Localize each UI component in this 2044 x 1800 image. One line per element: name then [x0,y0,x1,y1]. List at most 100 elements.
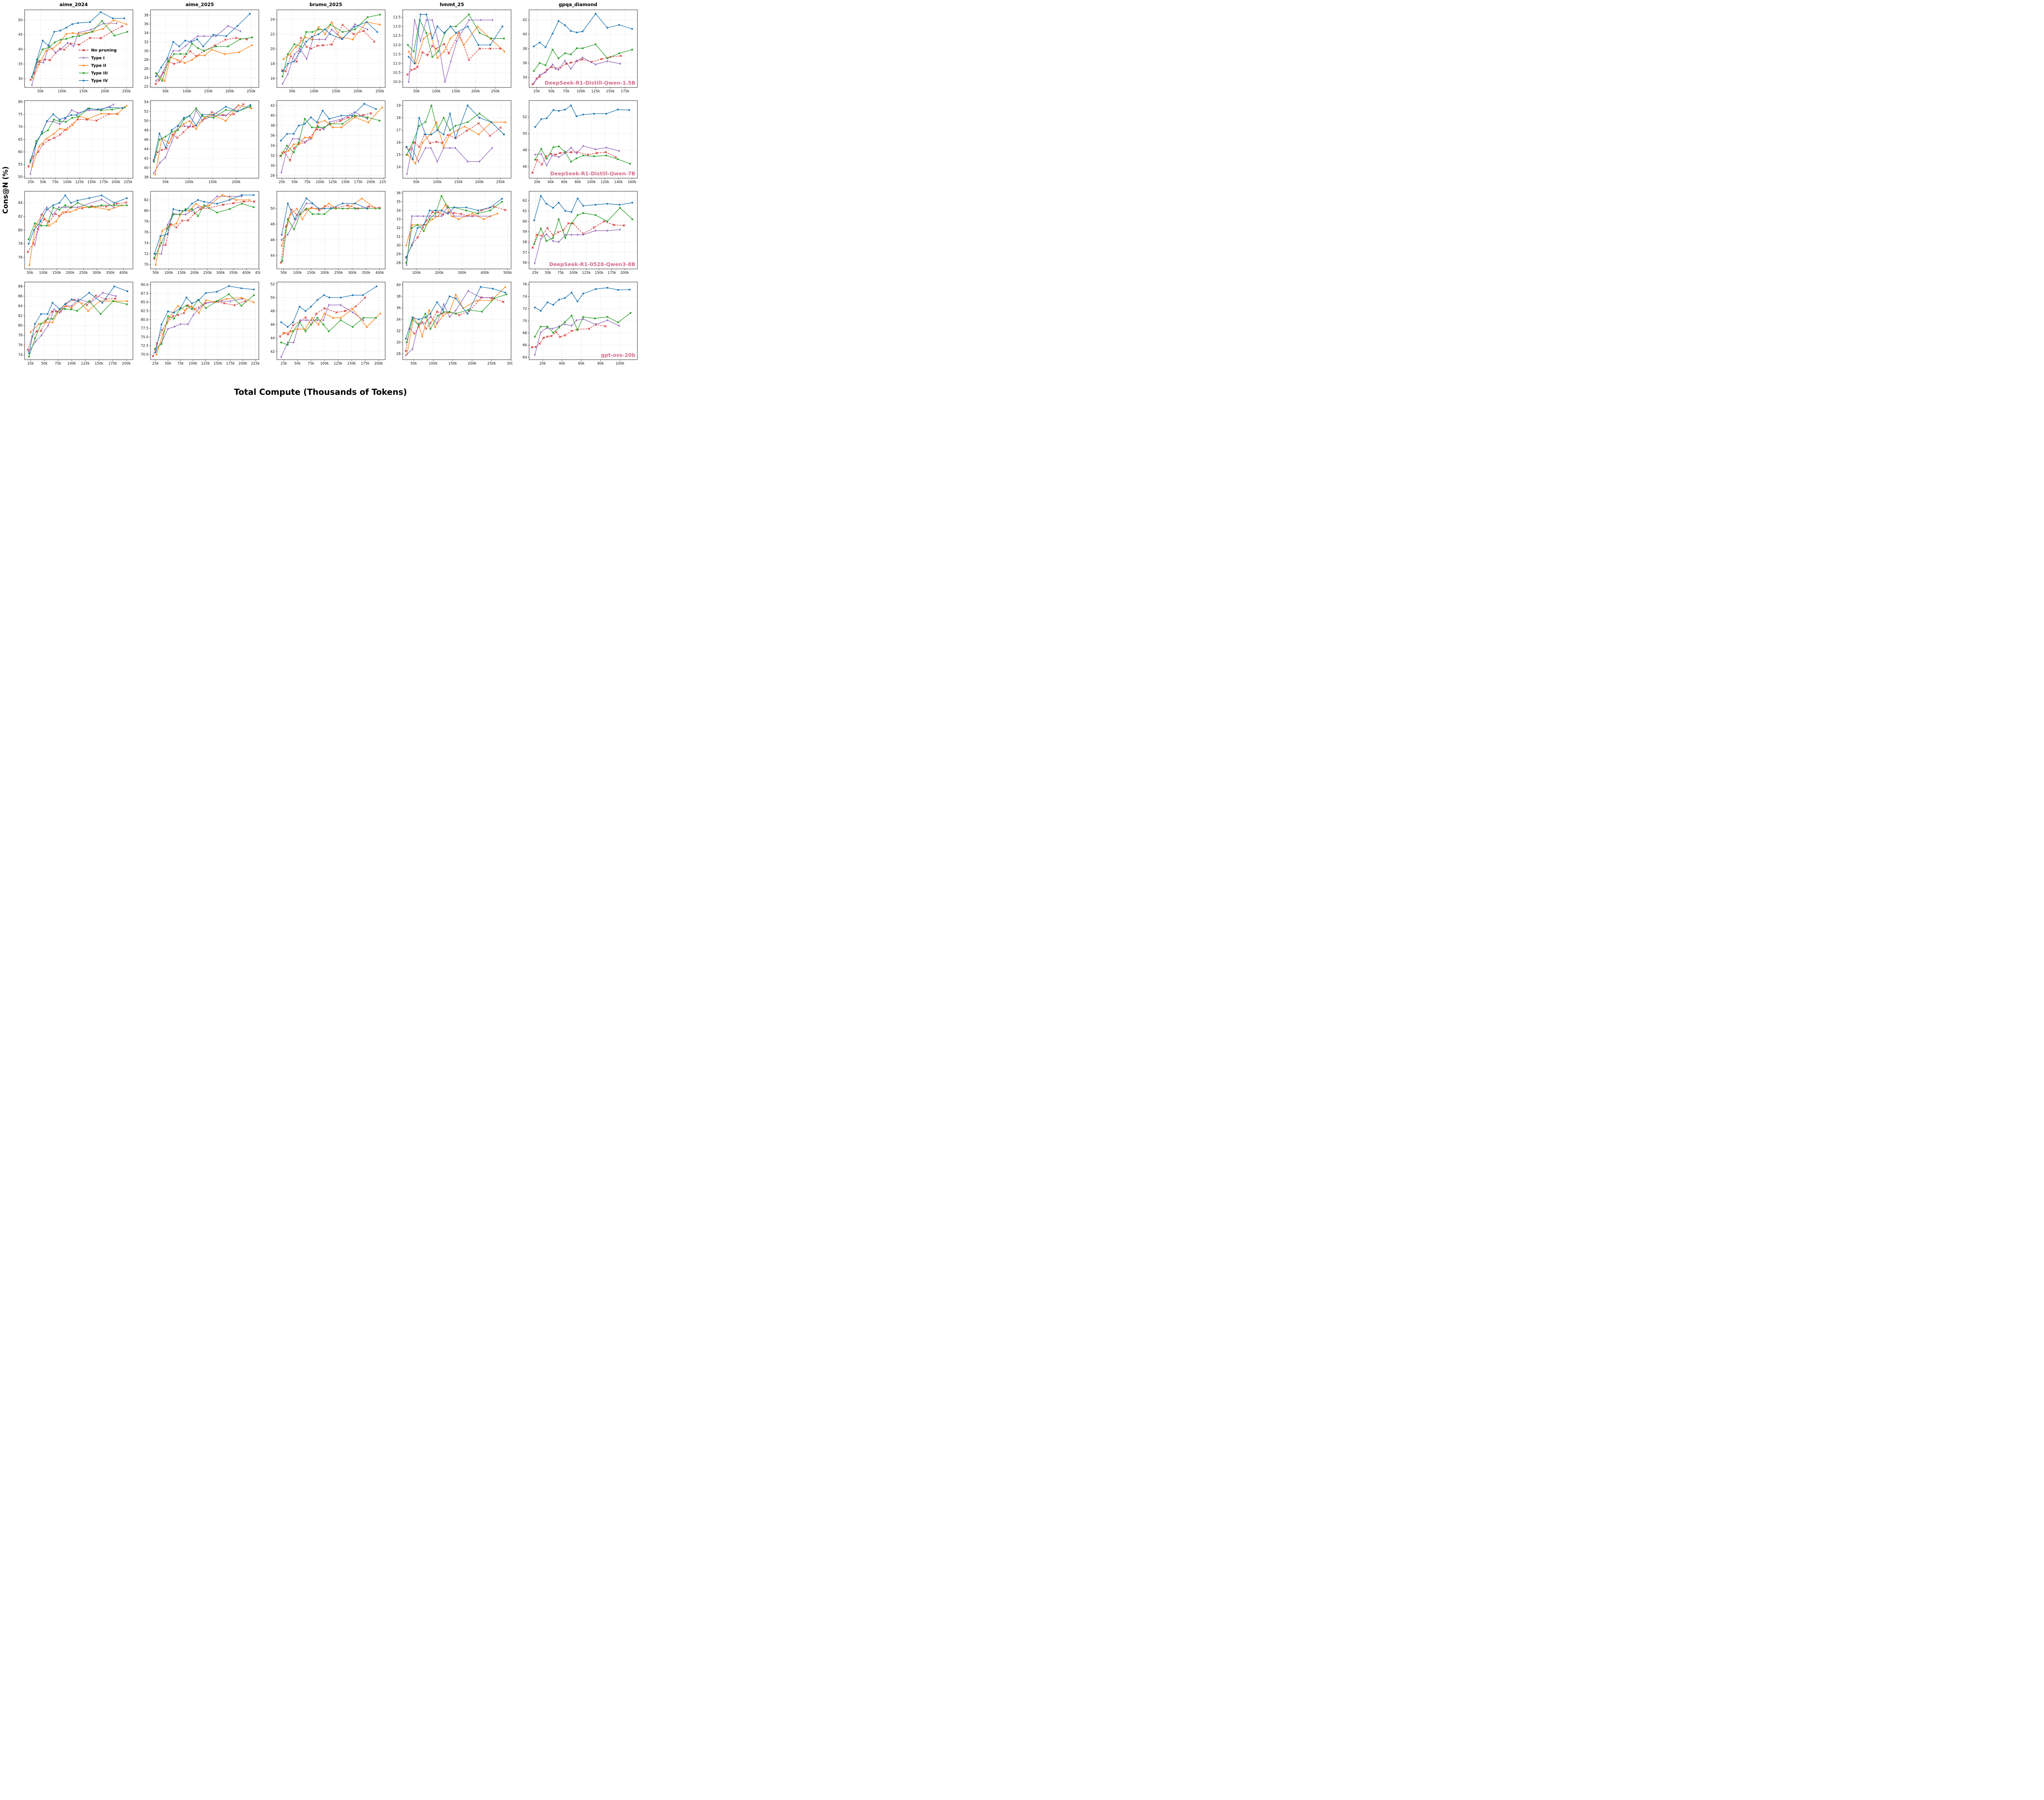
y-tick-label: 13.5 [393,16,401,20]
y-tick-label: 72.5 [141,344,149,348]
x-tick-label: 25k [27,362,34,366]
series-type-iv [280,103,377,142]
y-tick-label: 30 [397,244,401,248]
x-tick-label: 50k [41,362,48,366]
x-tick-label: 400k [481,271,489,275]
x-tick-label: 400k [119,271,128,275]
legend-item-label: Type III [91,71,108,76]
y-tick-label: 46 [270,323,275,327]
y-tick-label: 36 [144,22,149,27]
y-tick-label: 45 [18,33,22,37]
y-tick-label: 40 [270,114,275,118]
series-type-iii [534,146,631,165]
y-tick-label: 44 [144,147,149,151]
legend-item-label: Type I [91,56,105,60]
subplot-cell: 50k 100k 150k 200k 250k 300k 350k 400k 44 46 48 50 [265,189,386,277]
y-tick-label: 44 [270,254,275,258]
y-tick-label: 32 [270,154,275,158]
x-tick-label: 350k [106,271,114,275]
y-tick-label: 80 [18,324,22,328]
series-type-ii [31,104,128,167]
x-tick-label: 25k [532,271,538,275]
y-tick-label: 50 [270,296,275,300]
subplot-canvas: 25k 50k 75k 100k 125k 150k 175k 200k 56 57 58 59 60 6… [522,191,638,275]
y-tick-label: 17 [397,128,401,132]
x-tick-label: 150k [87,180,96,184]
subplot-cell: gpqa_diamond 25k 50k 75k 100k 125k 150k 175k 34 3… [518,2,639,95]
series-type-i [405,289,494,357]
subplot-canvas: 50k 100k 150k 200k 250k 300k 28 30 32 34 36 38 40 [397,282,513,366]
subplot-canvas: 50k 100k 150k 200k 250k 300k 350k 400k 76 78 80 82 8… [18,191,133,275]
y-tick-label: 29 [397,253,401,257]
x-tick-label: 50k [152,271,159,275]
y-tick-label: 34 [397,209,401,213]
x-tick-label: 200k [374,362,383,366]
x-tick-label: 125k [328,180,337,184]
subplot-title: brumo_2025 [309,2,342,7]
y-tick-label: 38 [144,13,149,18]
x-tick-label: 200k [122,362,131,366]
legend: No pruning Type I Type II Type III Type IV [78,48,117,83]
y-tick-label: 80 [18,100,22,104]
x-tick-label: 225k [379,180,387,184]
subplot-cell: 50k 100k 150k 200k 38 40 42 44 46 48 50 52 54 [139,99,260,186]
y-tick-label: 56 [522,261,527,265]
y-tick-label: 76 [18,255,22,260]
subplot-cell: 25k 50k 75k 100k 125k 150k 175k 200k 74 76 78 80 82 8… [13,280,134,367]
x-tick-label: 250k [334,271,343,275]
y-tick-label: 40 [522,33,527,37]
x-tick-label: 50k [413,180,420,184]
subplot-cell: 50k 100k 150k 200k 250k 14 15 16 17 18 19 [391,99,512,186]
y-tick-label: 52 [144,110,149,114]
x-tick-label: 175k [621,90,629,94]
legend-item-label: Type IV [91,79,108,83]
legend-item-label: Type II [91,63,106,68]
x-tick-label: 75k [177,362,184,366]
x-tick-label: 25k [152,362,159,366]
y-tick-label: 57 [522,251,527,255]
subplot-canvas: 20k 40k 60k 80k 100k 64 66 68 70 72 74 76 gpt-oss-20… [522,282,638,366]
subplot-title: aime_2025 [185,2,214,7]
y-tick-label: 28 [397,352,401,356]
subplot-canvas: 100k 200k 300k 400k 500k 28 29 30 31 32 33 34 35 36 [397,191,512,275]
subplot-cell: 25k 50k 75k 100k 125k 150k 175k 200k 225k 50 55 60 6… [13,99,134,186]
x-tick-label: 250k [496,180,505,184]
x-tick-label: 80k [574,180,581,184]
series-no-pruning [281,24,375,72]
y-tick-label: 36 [522,61,527,65]
y-tick-label: 48 [522,148,527,152]
y-tick-label: 42 [270,350,275,354]
y-tick-label: 74 [144,241,149,245]
x-tick-label: 100k [569,271,578,275]
subplot-canvas: 50k 100k 150k 200k 38 40 42 44 46 48 50 52 54 [144,100,260,184]
subplot-canvas: 50k 100k 150k 200k 250k 22 24 26 28 30 32 34 36 38 [144,9,260,94]
x-tick-label: 50k [413,90,420,94]
series-type-iii [28,300,128,358]
x-tick-label: 75k [308,362,314,366]
y-tick-label: 64 [522,356,527,360]
x-tick-label: 300k [92,271,101,275]
series-type-i [153,103,240,175]
x-tick-label: 200k [101,90,109,94]
y-tick-label: 80 [144,209,149,213]
series-type-iii [533,207,633,245]
y-tick-label: 31 [397,235,401,239]
subplot-canvas: 25k 50k 75k 100k 125k 150k 175k 200k 225k 70.0 72.… [141,282,260,366]
subplot-cell: 25k 50k 75k 100k 125k 150k 175k 200k 225k 28 30 32 3… [265,99,386,186]
y-tick-label: 85.0 [141,300,149,304]
series-type-ii [280,106,383,153]
y-tick-label: 50 [18,175,22,179]
x-tick-label: 100k [429,362,437,366]
model-label: DeepSeek-R1-0528-Qwen3-8B [549,261,635,267]
series-type-ii [155,193,251,266]
subplot-canvas: 25k 50k 75k 100k 125k 150k 175k 200k 225k 28 30 32 3… [270,100,387,184]
series-type-iii [280,317,377,346]
y-tick-label: 36 [270,134,275,138]
y-tick-label: 72 [522,307,527,311]
y-tick-label: 58 [522,240,527,244]
y-tick-label: 30 [270,164,275,168]
x-tick-label: 150k [79,90,88,94]
x-tick-label: 50k [37,90,44,94]
subplot-title: gpqa_diamond [558,2,598,7]
x-tick-label: 50k [289,90,296,94]
